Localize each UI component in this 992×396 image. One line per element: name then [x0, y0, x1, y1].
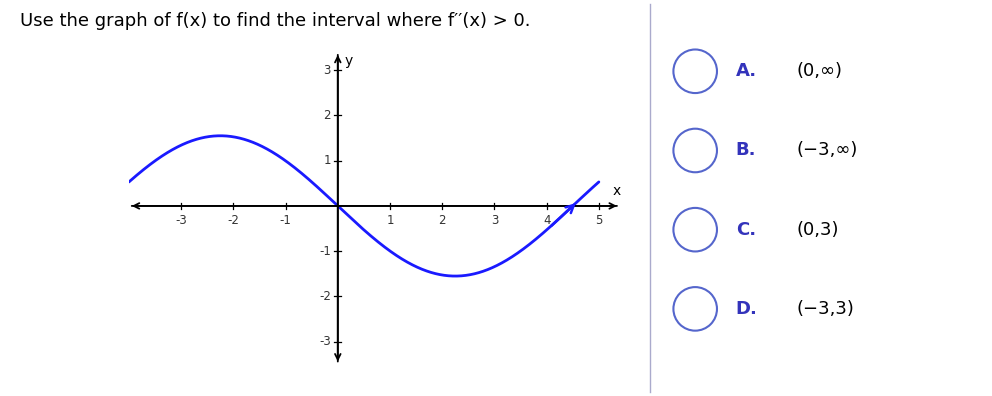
Text: y: y — [344, 54, 352, 68]
Text: -2: -2 — [227, 213, 239, 227]
Text: -3: -3 — [319, 335, 331, 348]
Text: (0,3): (0,3) — [797, 221, 839, 239]
Text: (−3,∞): (−3,∞) — [797, 141, 858, 160]
Text: 1: 1 — [323, 154, 331, 167]
Text: -1: -1 — [319, 245, 331, 258]
Text: -1: -1 — [280, 213, 292, 227]
Text: x: x — [613, 184, 621, 198]
Text: (0,∞): (0,∞) — [797, 62, 842, 80]
Text: 5: 5 — [595, 213, 602, 227]
Text: -2: -2 — [319, 290, 331, 303]
Text: B.: B. — [736, 141, 756, 160]
Text: 2: 2 — [323, 109, 331, 122]
Text: D.: D. — [736, 300, 758, 318]
Text: -3: -3 — [176, 213, 187, 227]
Text: Use the graph of f(x) to find the interval where f′′(x) > 0.: Use the graph of f(x) to find the interv… — [20, 12, 531, 30]
Text: 3: 3 — [491, 213, 498, 227]
Text: C.: C. — [736, 221, 756, 239]
Text: (−3,3): (−3,3) — [797, 300, 854, 318]
Text: 2: 2 — [438, 213, 446, 227]
Text: 4: 4 — [543, 213, 551, 227]
Text: 1: 1 — [386, 213, 394, 227]
Text: A.: A. — [736, 62, 757, 80]
Text: 3: 3 — [323, 64, 331, 77]
